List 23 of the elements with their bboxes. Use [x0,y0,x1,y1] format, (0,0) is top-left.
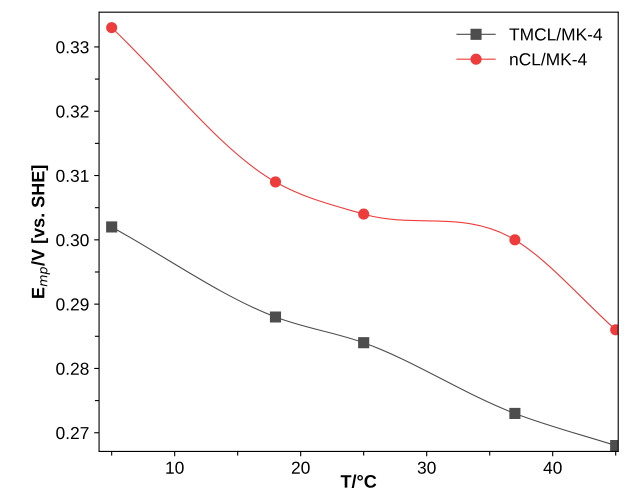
point [270,311,282,323]
point [106,22,118,34]
x-tick-label: 40 [543,462,562,474]
x-tick-label: 20 [292,462,310,474]
y-tick-label: 0.27 [56,426,88,440]
point [358,208,370,220]
y-axis-title: E$_{mp}$/V [vs. SHE] [31,166,50,298]
y-tick-label: 0.28 [56,362,89,375]
y-tick-label: 0.31 [56,170,88,182]
y-tick-label: 0.30 [56,234,89,246]
point [270,176,282,188]
x-tick-label: 10 [166,462,184,474]
point [509,234,520,246]
point [358,337,370,348]
y-tick-label: 0.29 [56,298,89,311]
point [509,408,520,420]
y-tick-label: 0.33 [56,41,89,54]
legend-label: TMCL/MK-4 [509,28,602,41]
point [106,221,118,233]
x-axis-title: T/°C [340,474,376,488]
x-tick-label: 30 [418,462,436,474]
y-tick-label: 0.32 [56,105,88,118]
legend-label: nCL/MK-4 [510,52,587,66]
